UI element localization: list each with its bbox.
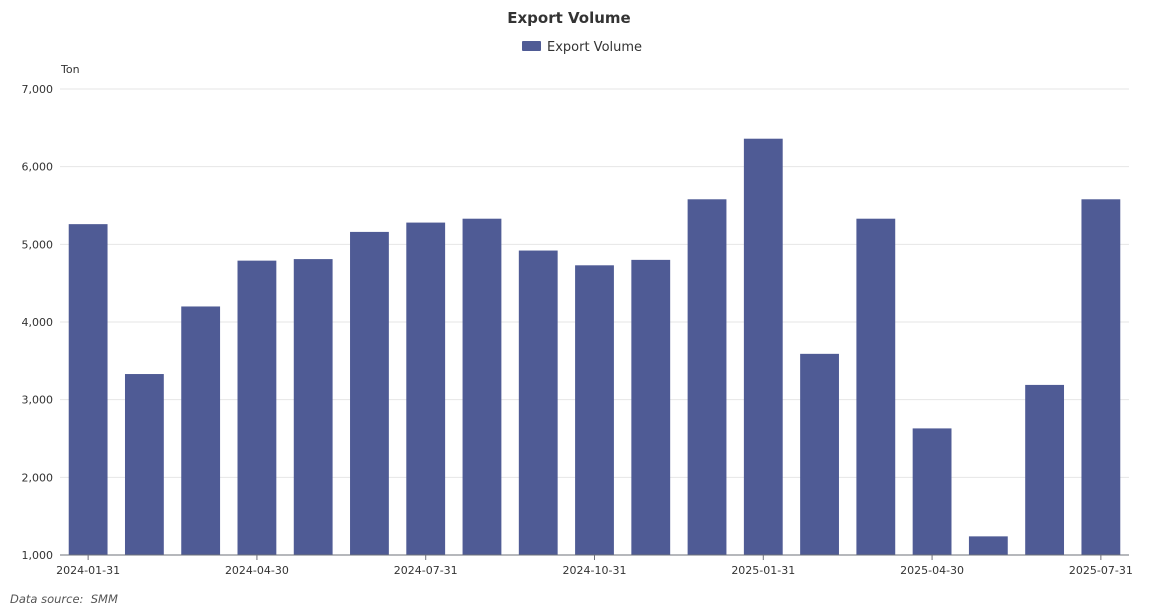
bar-2024-10-31[interactable] <box>575 265 614 555</box>
x-tick-label: 2024-04-30 <box>225 564 289 577</box>
y-tick-label: 6,000 <box>22 161 54 174</box>
bar-2025-07-31[interactable] <box>1081 199 1121 555</box>
y-axis-unit: Ton <box>60 63 80 76</box>
x-tick-label: 2025-07-31 <box>1069 564 1133 577</box>
bar-2024-07-31[interactable] <box>406 222 446 555</box>
bar-2024-01-31[interactable] <box>68 224 108 555</box>
bar-2024-03-31[interactable] <box>181 306 221 555</box>
bar-2024-02-29[interactable] <box>124 374 164 555</box>
bars <box>68 138 1121 555</box>
bar-2024-06-30[interactable] <box>350 231 389 555</box>
x-tick-label: 2024-07-31 <box>394 564 458 577</box>
legend-swatch[interactable] <box>522 41 541 51</box>
bar-2024-12-31[interactable] <box>687 199 727 555</box>
y-tick-label: 1,000 <box>22 549 54 562</box>
bar-2024-11-30[interactable] <box>631 259 671 555</box>
bar-2025-06-30[interactable] <box>1025 384 1065 555</box>
data-source-note: Data source: SMM <box>10 592 118 606</box>
y-tick-label: 2,000 <box>22 471 54 484</box>
y-tick-label: 5,000 <box>22 238 54 251</box>
y-axis-labels: 1,000 2,000 3,000 4,000 5,000 6,000 7,000 <box>22 83 54 562</box>
bar-2025-04-30[interactable] <box>912 428 952 555</box>
y-tick-label: 4,000 <box>22 316 54 329</box>
bar-2025-02-28[interactable] <box>800 353 839 555</box>
bar-2025-01-31[interactable] <box>743 138 783 555</box>
chart-title: Export Volume <box>507 9 630 27</box>
bar-2025-03-31[interactable] <box>856 218 896 555</box>
y-tick-label: 7,000 <box>22 83 54 96</box>
x-axis-labels: 2024-01-31 2024-04-30 2024-07-31 2024-10-31… <box>56 555 1133 577</box>
x-tick-label: 2025-04-30 <box>900 564 964 577</box>
x-tick-label: 2025-01-31 <box>731 564 795 577</box>
y-tick-label: 3,000 <box>22 394 54 407</box>
legend[interactable]: Export Volume <box>522 40 642 55</box>
bar-2025-05-31[interactable] <box>968 536 1008 555</box>
bar-2024-09-30[interactable] <box>518 250 558 555</box>
bar-2024-08-31[interactable] <box>462 218 502 555</box>
x-tick-label: 2024-10-31 <box>563 564 627 577</box>
legend-label[interactable]: Export Volume <box>547 40 642 55</box>
bar-2024-05-31[interactable] <box>293 259 333 555</box>
bar-2024-04-30[interactable] <box>237 260 277 555</box>
x-tick-label: 2024-01-31 <box>56 564 120 577</box>
